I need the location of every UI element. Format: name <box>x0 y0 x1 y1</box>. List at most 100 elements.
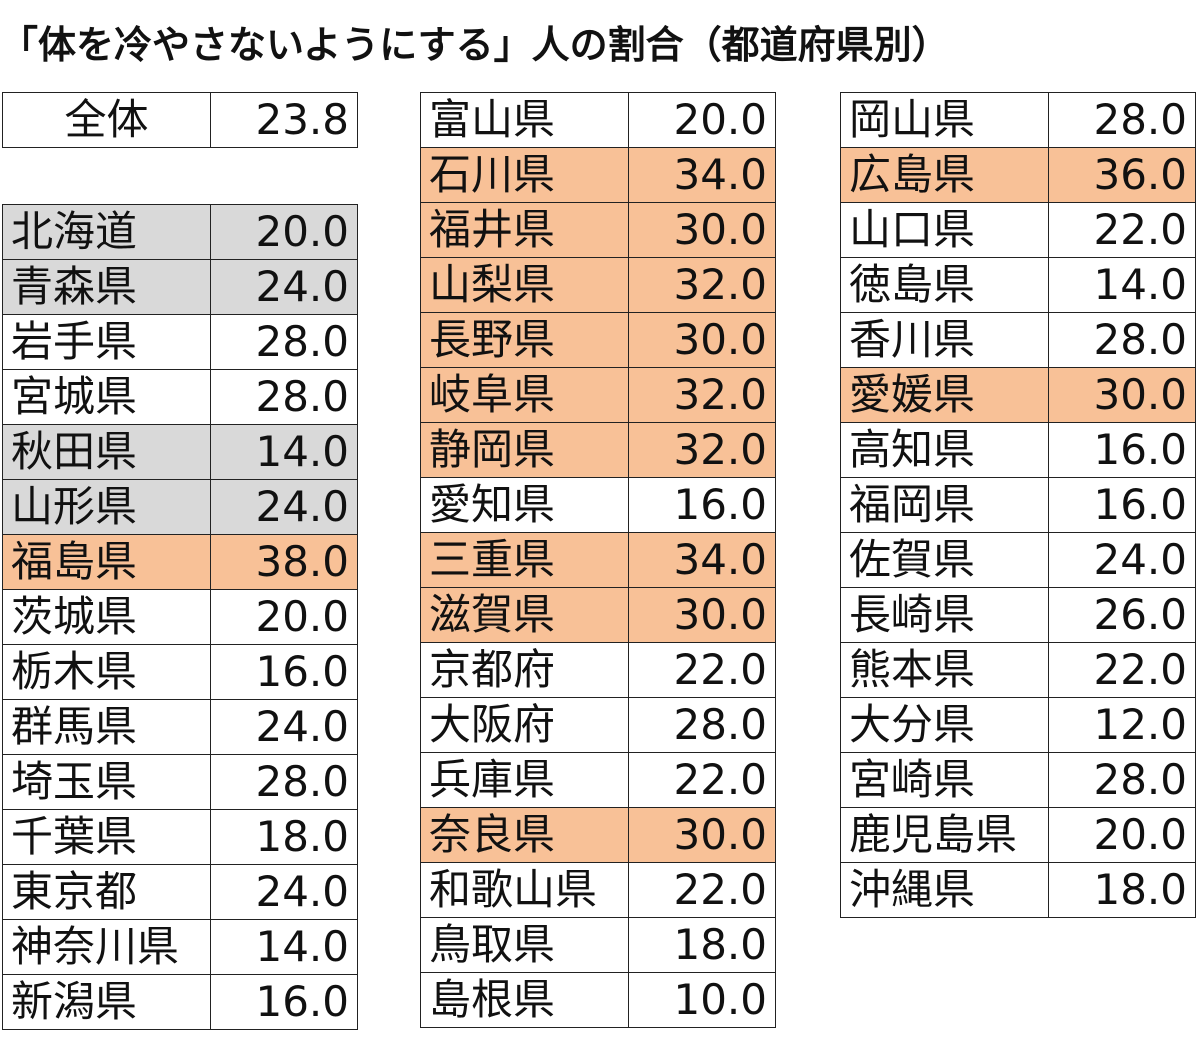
prefecture-value: 30.0 <box>628 312 776 368</box>
prefecture-name: 北海道 <box>2 204 211 260</box>
total-row: 全体 23.8 <box>2 92 358 148</box>
table-row: 愛知県 16.0 <box>420 477 776 533</box>
prefecture-name: 岡山県 <box>840 92 1049 148</box>
prefecture-name: 東京都 <box>2 864 211 920</box>
prefecture-name: 岩手県 <box>2 314 211 370</box>
prefecture-value: 30.0 <box>628 807 776 863</box>
table-row: 長崎県 26.0 <box>840 587 1196 643</box>
prefecture-value: 18.0 <box>628 917 776 973</box>
table-row: 石川県 34.0 <box>420 147 776 203</box>
table-row: 山形県 24.0 <box>2 479 358 535</box>
prefecture-value: 22.0 <box>628 642 776 698</box>
prefecture-table-column-2: 富山県 20.0 石川県 34.0 福井県 30.0 山梨県 32.0 長野県 30.0 岐阜県 32… <box>420 92 776 1028</box>
prefecture-name: 愛媛県 <box>840 367 1049 423</box>
table-row: 栃木県 16.0 <box>2 644 358 700</box>
table-row: 岩手県 28.0 <box>2 314 358 370</box>
table-row: 大阪府 28.0 <box>420 697 776 753</box>
prefecture-name: 栃木県 <box>2 644 211 700</box>
prefecture-value: 22.0 <box>1048 202 1196 258</box>
table-row: 福井県 30.0 <box>420 202 776 258</box>
prefecture-name: 徳島県 <box>840 257 1049 313</box>
prefecture-name: 福島県 <box>2 534 211 590</box>
table-row: 京都府 22.0 <box>420 642 776 698</box>
table-row: 新潟県 16.0 <box>2 974 358 1030</box>
prefecture-name: 鳥取県 <box>420 917 629 973</box>
prefecture-name: 宮崎県 <box>840 752 1049 808</box>
prefecture-name: 茨城県 <box>2 589 211 645</box>
table-row: 鳥取県 18.0 <box>420 917 776 973</box>
table-row: 埼玉県 28.0 <box>2 754 358 810</box>
prefecture-value: 28.0 <box>210 369 358 425</box>
prefecture-value: 16.0 <box>210 974 358 1030</box>
prefecture-name: 鹿児島県 <box>840 807 1049 863</box>
table-row: 兵庫県 22.0 <box>420 752 776 808</box>
prefecture-value: 28.0 <box>1048 752 1196 808</box>
prefecture-value: 22.0 <box>628 862 776 918</box>
table-row: 青森県 24.0 <box>2 259 358 315</box>
prefecture-name: 岐阜県 <box>420 367 629 423</box>
table-row: 佐賀県 24.0 <box>840 532 1196 588</box>
prefecture-name: 新潟県 <box>2 974 211 1030</box>
prefecture-name: 山梨県 <box>420 257 629 313</box>
prefecture-value: 32.0 <box>628 422 776 478</box>
prefecture-value: 24.0 <box>210 479 358 535</box>
prefecture-value: 18.0 <box>1048 862 1196 918</box>
prefecture-value: 14.0 <box>210 424 358 480</box>
prefecture-name: 大分県 <box>840 697 1049 753</box>
prefecture-value: 34.0 <box>628 532 776 588</box>
prefecture-value: 28.0 <box>210 314 358 370</box>
prefecture-name: 静岡県 <box>420 422 629 478</box>
prefecture-value: 18.0 <box>210 809 358 865</box>
table-row: 奈良県 30.0 <box>420 807 776 863</box>
table-row: 茨城県 20.0 <box>2 589 358 645</box>
prefecture-value: 20.0 <box>210 204 358 260</box>
table-row: 福島県 38.0 <box>2 534 358 590</box>
table-row: 山口県 22.0 <box>840 202 1196 258</box>
prefecture-name: 大阪府 <box>420 697 629 753</box>
table-row: 群馬県 24.0 <box>2 699 358 755</box>
prefecture-name: 富山県 <box>420 92 629 148</box>
table-row: 神奈川県 14.0 <box>2 919 358 975</box>
prefecture-value: 36.0 <box>1048 147 1196 203</box>
prefecture-name: 三重県 <box>420 532 629 588</box>
prefecture-name: 佐賀県 <box>840 532 1049 588</box>
prefecture-value: 24.0 <box>210 259 358 315</box>
prefecture-value: 30.0 <box>628 587 776 643</box>
prefecture-value: 10.0 <box>628 972 776 1028</box>
prefecture-value: 30.0 <box>1048 367 1196 423</box>
prefecture-value: 28.0 <box>210 754 358 810</box>
prefecture-value: 16.0 <box>1048 477 1196 533</box>
prefecture-value: 38.0 <box>210 534 358 590</box>
table-row: 三重県 34.0 <box>420 532 776 588</box>
prefecture-name: 兵庫県 <box>420 752 629 808</box>
table-row: 東京都 24.0 <box>2 864 358 920</box>
prefecture-table-column-1: 北海道 20.0 青森県 24.0 岩手県 28.0 宮城県 28.0 秋田県 14.0 山形県 24… <box>2 204 358 1030</box>
prefecture-value: 28.0 <box>1048 92 1196 148</box>
prefecture-value: 24.0 <box>1048 532 1196 588</box>
table-row: 福岡県 16.0 <box>840 477 1196 533</box>
table-row: 徳島県 14.0 <box>840 257 1196 313</box>
table-row: 千葉県 18.0 <box>2 809 358 865</box>
prefecture-name: 埼玉県 <box>2 754 211 810</box>
prefecture-name: 神奈川県 <box>2 919 211 975</box>
prefecture-name: 高知県 <box>840 422 1049 478</box>
table-row: 秋田県 14.0 <box>2 424 358 480</box>
prefecture-name: 石川県 <box>420 147 629 203</box>
prefecture-value: 24.0 <box>210 864 358 920</box>
table-row: 岡山県 28.0 <box>840 92 1196 148</box>
table-row: 宮崎県 28.0 <box>840 752 1196 808</box>
table-row: 宮城県 28.0 <box>2 369 358 425</box>
prefecture-name: 広島県 <box>840 147 1049 203</box>
table-row: 岐阜県 32.0 <box>420 367 776 423</box>
prefecture-value: 32.0 <box>628 257 776 313</box>
total-table: 全体 23.8 <box>2 92 358 148</box>
prefecture-name: 福岡県 <box>840 477 1049 533</box>
prefecture-name: 長崎県 <box>840 587 1049 643</box>
prefecture-value: 28.0 <box>1048 312 1196 368</box>
prefecture-value: 24.0 <box>210 699 358 755</box>
table-row: 和歌山県 22.0 <box>420 862 776 918</box>
table-row: 愛媛県 30.0 <box>840 367 1196 423</box>
table-row: 長野県 30.0 <box>420 312 776 368</box>
prefecture-value: 22.0 <box>628 752 776 808</box>
prefecture-value: 20.0 <box>1048 807 1196 863</box>
